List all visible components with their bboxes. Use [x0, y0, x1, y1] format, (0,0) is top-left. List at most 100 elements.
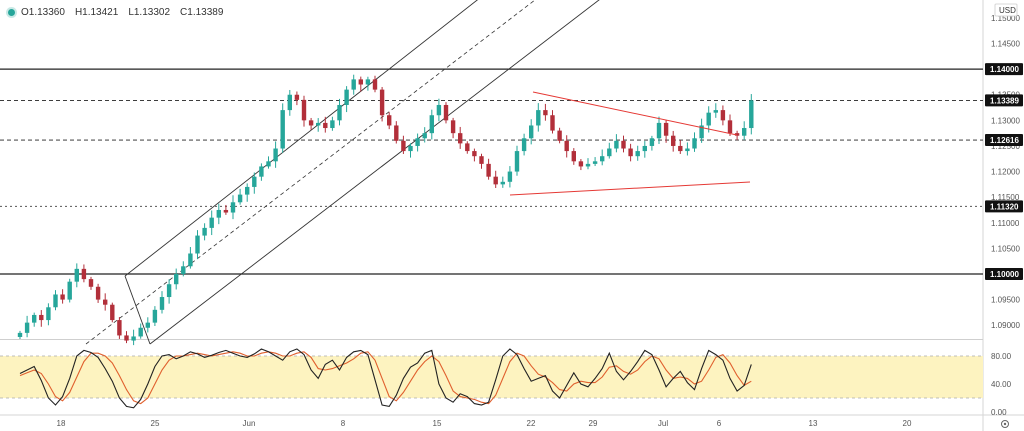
candle-body	[514, 151, 520, 172]
stoch-band	[0, 356, 983, 398]
candle-body	[372, 79, 378, 90]
time-axis-label: 20	[903, 419, 912, 428]
candle-body	[493, 176, 498, 185]
candle-body	[465, 143, 470, 152]
ohlc-legend: O1.13360 H1.13421 L1.13302 C1.13389	[8, 7, 227, 18]
price-tick-label: 1.12500	[991, 142, 1020, 151]
candle-body	[124, 335, 129, 341]
candle-body	[159, 297, 165, 310]
candle-body	[550, 115, 555, 131]
candle-body	[734, 133, 740, 136]
candle-body	[280, 110, 285, 149]
time-axis-label: 6	[717, 419, 722, 428]
candle-body	[678, 145, 683, 152]
candle-body	[443, 104, 449, 121]
price-badge	[985, 63, 1023, 76]
candle-body	[351, 79, 356, 90]
time-axis-label: 25	[151, 419, 160, 428]
time-axis-label: 15	[433, 419, 442, 428]
candle-body	[486, 163, 491, 177]
price-badge	[985, 134, 1023, 147]
candle-body	[500, 181, 505, 185]
candle-body	[308, 120, 314, 126]
channel-anchor-line	[124, 275, 151, 345]
price-tick-label: 1.10500	[991, 244, 1020, 253]
candle-body	[592, 161, 598, 164]
candle-body	[245, 186, 250, 195]
candle-body	[713, 110, 718, 113]
candle-body	[585, 163, 591, 167]
candle-body	[323, 122, 328, 129]
time-axis-label: Jul	[658, 419, 668, 428]
candle-body	[67, 281, 72, 300]
wedge-lower-line	[509, 181, 751, 196]
settings-gear-icon[interactable]	[1001, 420, 1009, 428]
candle-body	[195, 235, 200, 254]
candle-body	[110, 304, 115, 321]
candle-body	[259, 166, 264, 177]
candle-body	[401, 140, 406, 152]
candle-body	[699, 125, 704, 139]
time-axis-label: 8	[341, 419, 346, 428]
candle-body	[536, 110, 541, 126]
candle-body	[252, 176, 257, 187]
price-badge	[985, 94, 1023, 107]
candle-body	[742, 128, 747, 136]
candle-body	[358, 79, 363, 85]
candle-body	[24, 322, 30, 333]
candle-body	[337, 104, 342, 121]
candle-body	[301, 99, 307, 121]
osc-tick-label: 40.00	[991, 380, 1012, 389]
price-badge-label: 1.12616	[990, 136, 1019, 145]
candle-body	[294, 94, 300, 100]
candle-body	[521, 138, 527, 152]
candle-body	[571, 151, 576, 162]
candle-body	[81, 268, 87, 280]
candle-body	[32, 314, 37, 323]
time-axis-label: 22	[527, 419, 536, 428]
candle-body	[720, 110, 726, 121]
candle-body	[53, 294, 58, 308]
settings-gear-center	[1003, 422, 1007, 426]
candle-body	[39, 314, 44, 321]
candle-body	[436, 104, 442, 116]
osc-tick-label: 0.00	[991, 408, 1007, 417]
candle-body	[671, 135, 676, 146]
candle-body	[145, 322, 150, 328]
candle-body	[507, 171, 513, 182]
candle-body	[529, 125, 534, 139]
live-status-icon	[8, 9, 15, 16]
channel-lower-line	[149, 0, 600, 345]
candle-body	[600, 156, 605, 162]
candle-body	[174, 273, 179, 285]
candle-body	[458, 133, 463, 144]
candle-body	[387, 115, 392, 126]
candle-body	[614, 140, 619, 149]
candle-body	[415, 138, 420, 146]
close-value: C1.13389	[180, 7, 224, 18]
price-badge-label: 1.11320	[990, 202, 1019, 211]
channel-upper-line	[124, 0, 478, 277]
candle-body	[635, 151, 640, 157]
candle-body	[656, 122, 662, 139]
candle-body	[394, 125, 399, 141]
currency-badge	[994, 3, 1018, 17]
candle-body	[685, 148, 690, 152]
candle-body	[692, 138, 697, 149]
candle-body	[209, 217, 214, 228]
candle-body	[223, 209, 229, 213]
candle-body	[230, 202, 236, 213]
candle-body	[479, 156, 484, 164]
price-tick-label: 1.13000	[991, 116, 1020, 125]
candle-body	[365, 79, 371, 85]
stoch-d-line	[19, 351, 752, 405]
candle-body	[152, 309, 158, 323]
candle-body	[60, 294, 65, 300]
price-tick-label: 1.11000	[991, 219, 1020, 228]
candle-body	[46, 307, 51, 321]
candle-body	[131, 336, 136, 341]
price-badge	[985, 267, 1023, 280]
candle-body	[642, 145, 647, 152]
